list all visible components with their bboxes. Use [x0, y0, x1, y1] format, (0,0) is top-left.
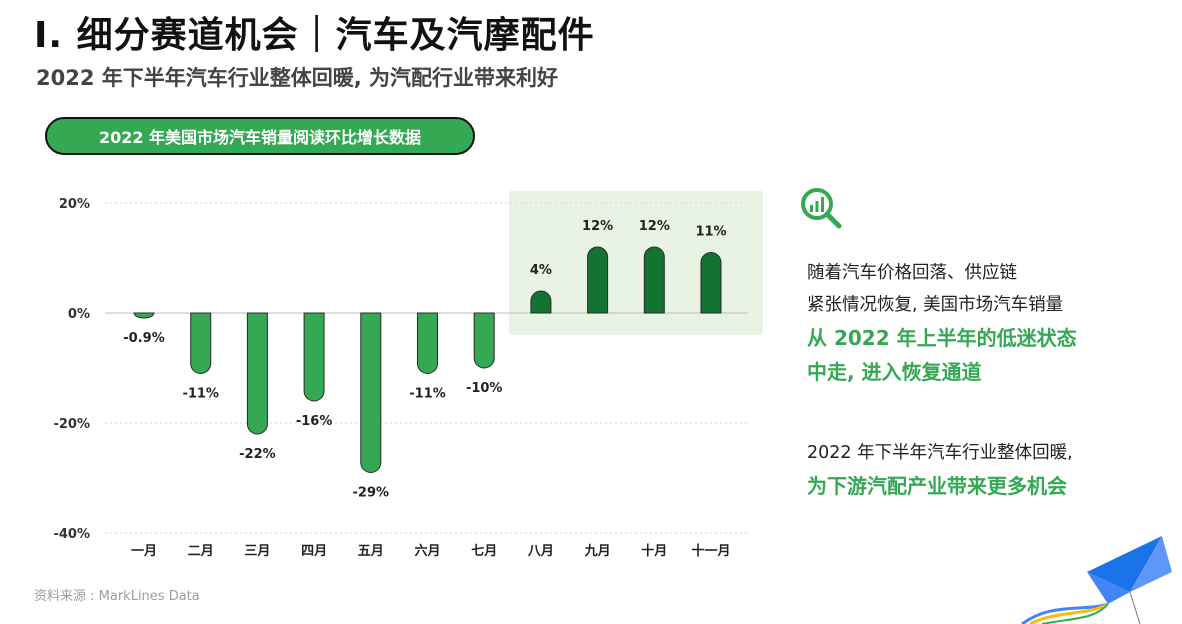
- category-label: 八月: [527, 544, 554, 559]
- bar: [133, 312, 155, 319]
- bar: [360, 312, 382, 473]
- insight-1-highlight-1: 从 2022 年上半年的低迷状态: [807, 326, 1077, 350]
- chart-title-pill: 2022 年美国市场汽车销量阅读环比增长数据: [45, 117, 475, 155]
- insight-paragraph-2: 2022 年下半年汽车行业整体回暖, 为下游汽配产业带来更多机会: [807, 437, 1073, 503]
- category-label: 三月: [244, 544, 270, 559]
- page-subtitle: 2022 年下半年汽车行业整体回暖, 为汽配行业带来利好: [36, 66, 559, 90]
- value-label: -22%: [239, 447, 276, 462]
- category-label: 十月: [641, 543, 667, 559]
- value-label: -16%: [296, 414, 333, 429]
- value-label: 4%: [530, 263, 552, 278]
- page-title: I. 细分赛道机会｜汽车及汽摩配件: [34, 15, 595, 56]
- insight-paragraph-1: 随着汽车价格回落、供应链 紧张情况恢复, 美国市场汽车销量 从 2022 年上半…: [807, 257, 1077, 389]
- category-label: 二月: [188, 544, 214, 559]
- source-note: 资料来源 : MarkLines Data: [34, 589, 200, 604]
- value-label: 12%: [582, 219, 613, 234]
- bar: [700, 252, 722, 314]
- y-tick-label: 0%: [68, 307, 90, 322]
- bar: [530, 290, 552, 314]
- magnifier-chart-icon: [801, 188, 842, 229]
- category-label: 四月: [301, 544, 327, 559]
- kite-illustration: [1021, 536, 1172, 624]
- bar: [643, 246, 665, 314]
- insight-2-highlight-1: 为下游汽配产业带来更多机会: [807, 474, 1067, 498]
- bar: [587, 246, 609, 314]
- value-label: -29%: [353, 486, 390, 501]
- bar: [246, 312, 268, 435]
- insight-1-highlight-2: 中走, 进入恢复通道: [807, 360, 982, 384]
- insight-2-line-1: 2022 年下半年汽车行业整体回暖,: [807, 443, 1073, 463]
- value-label: 11%: [695, 225, 726, 240]
- category-label: 七月: [471, 544, 497, 559]
- value-label: -11%: [182, 387, 219, 402]
- value-label: -11%: [409, 387, 446, 402]
- category-label: 一月: [131, 544, 157, 559]
- category-label: 五月: [358, 544, 384, 559]
- category-label: 六月: [414, 543, 440, 559]
- insight-1-line-2: 紧张情况恢复, 美国市场汽车销量: [807, 295, 1064, 315]
- category-label: 九月: [584, 544, 611, 559]
- value-label: 12%: [639, 219, 670, 234]
- bar-chart: 20% 0% -20% -40% -0.9% 一月 -11% 二月 -22% 三月 -16% 四月 -2…: [53, 191, 763, 559]
- bar: [473, 312, 495, 369]
- value-label: -0.9%: [123, 331, 164, 346]
- bar: [417, 312, 438, 374]
- bar: [190, 312, 212, 374]
- insight-1-line-1: 随着汽车价格回落、供应链: [807, 263, 1017, 283]
- y-tick-label: 20%: [59, 197, 90, 212]
- y-tick-label: -20%: [53, 417, 90, 432]
- y-tick-label: -40%: [53, 527, 90, 542]
- bar: [303, 312, 325, 402]
- value-label: -10%: [466, 381, 503, 396]
- category-label: 十一月: [691, 543, 730, 559]
